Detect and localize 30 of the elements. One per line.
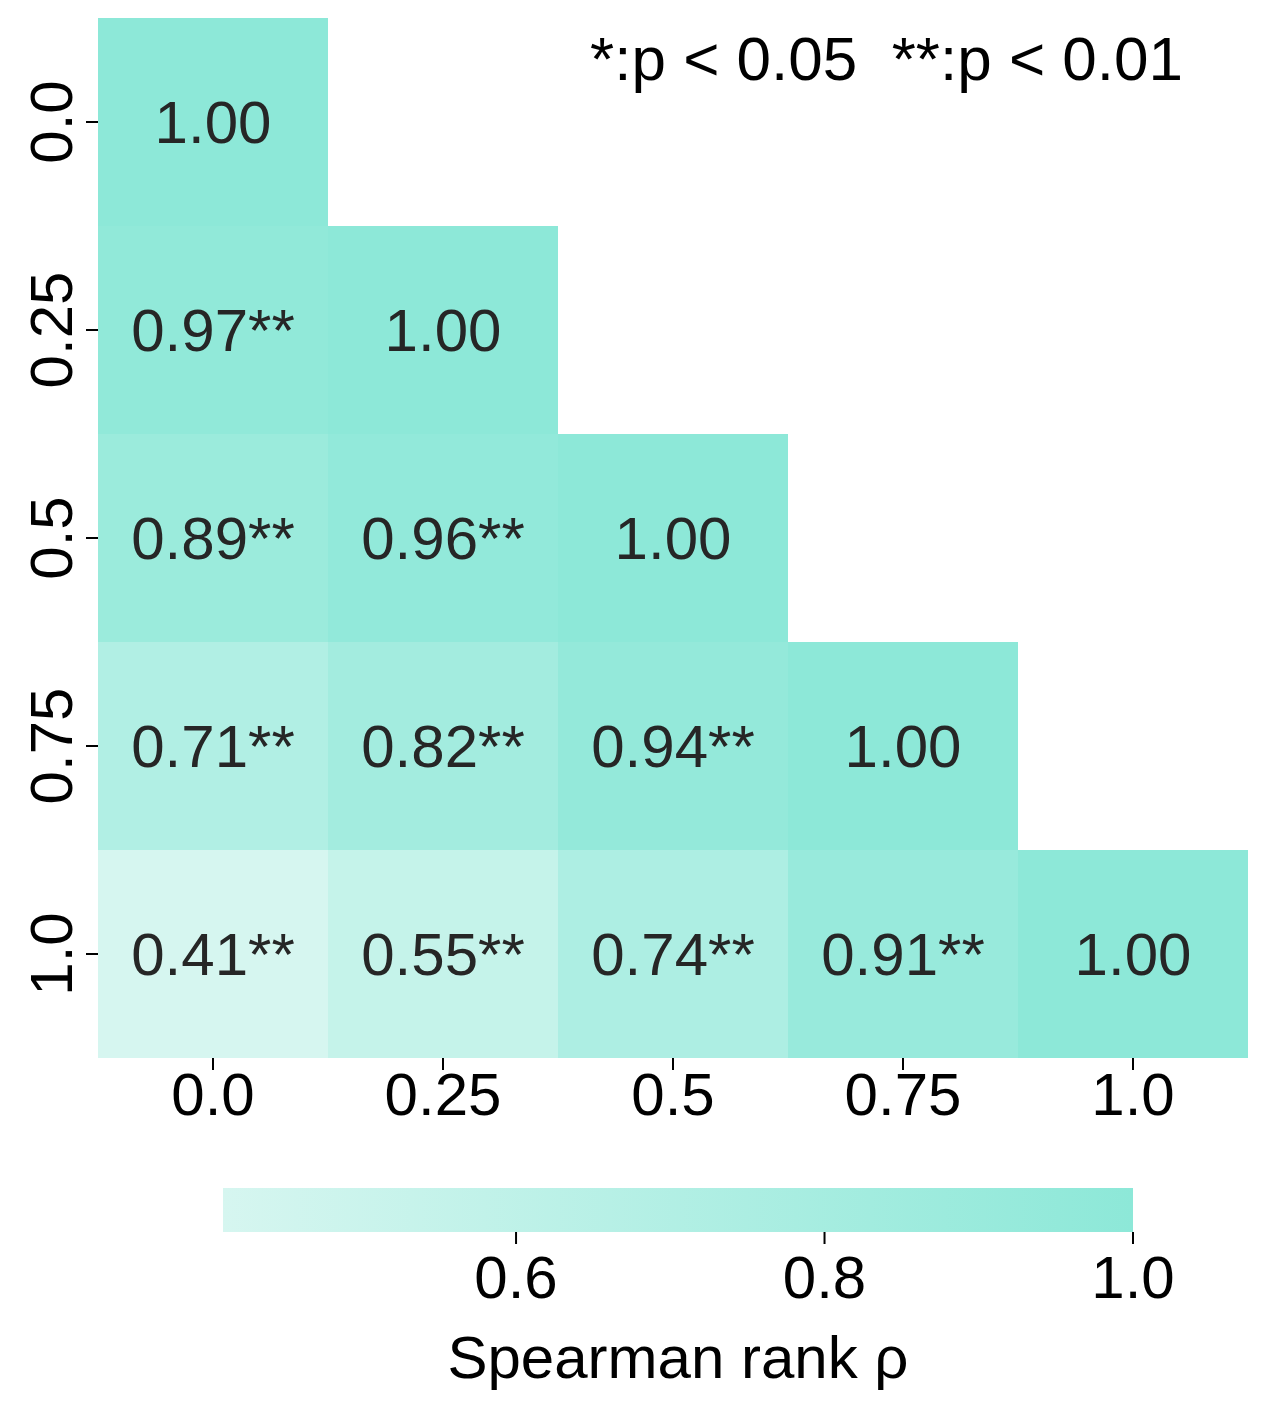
data-label: 0.82** (361, 712, 525, 780)
color-bar-label: 1.0 (1091, 1244, 1175, 1311)
data-label: 0.89** (131, 504, 295, 572)
data-label: 0.74** (591, 920, 755, 988)
data-label: 1.00 (614, 504, 732, 572)
x-tick-label: 0.5 (631, 1060, 715, 1128)
x-tick-label: 0.75 (844, 1060, 962, 1128)
data-label: 1.00 (844, 712, 962, 780)
y-tick-label: 0.0 (18, 80, 85, 164)
data-label: 1.00 (1074, 920, 1192, 988)
data-label: 0.71** (131, 712, 295, 780)
y-tick-label: 0.25 (18, 271, 85, 389)
color-bar-label: 0.6 (474, 1244, 558, 1311)
x-tick-label: 0.25 (384, 1060, 502, 1128)
annotation: *:p < 0.05 **:p < 0.01 (590, 23, 1183, 94)
color-bar-label: 0.8 (782, 1244, 867, 1311)
y-tick-label: 1.0 (18, 912, 85, 996)
data-label: 0.55** (361, 920, 525, 988)
data-label: 0.94** (591, 712, 755, 780)
y-tick-label: 0.5 (18, 496, 85, 580)
data-label: 1.00 (384, 296, 502, 364)
y-tick-label: 0.75 (18, 687, 85, 805)
x-tick-label: 0.0 (171, 1060, 255, 1128)
data-label: 1.00 (154, 88, 272, 156)
data-label: 0.97** (131, 296, 295, 364)
color-bar-title: Spearman rank ρ (447, 1324, 909, 1391)
data-label: 0.91** (821, 920, 985, 988)
x-tick-label: 1.0 (1091, 1060, 1175, 1128)
data-label: 0.41** (131, 920, 295, 988)
data-label: 0.96** (361, 504, 525, 572)
